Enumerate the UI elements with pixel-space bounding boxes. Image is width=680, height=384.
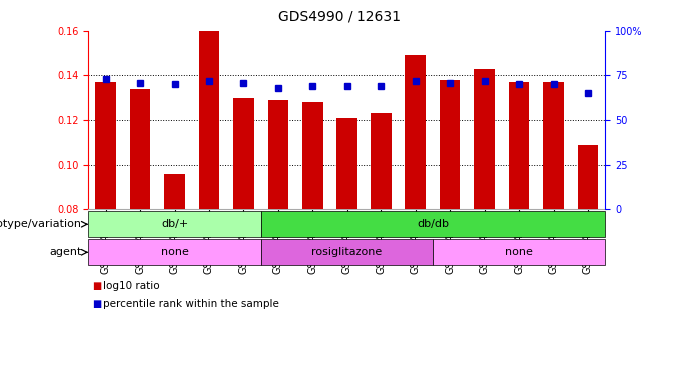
- Text: log10 ratio: log10 ratio: [103, 281, 160, 291]
- Bar: [474, 69, 495, 209]
- Bar: [440, 80, 460, 209]
- Bar: [543, 82, 564, 209]
- Bar: [199, 31, 220, 209]
- Text: none: none: [505, 247, 533, 257]
- Bar: [95, 82, 116, 209]
- Text: ■: ■: [92, 299, 101, 309]
- Text: none: none: [160, 247, 188, 257]
- Text: rosiglitazone: rosiglitazone: [311, 247, 382, 257]
- Text: db/+: db/+: [161, 219, 188, 229]
- Bar: [130, 89, 150, 209]
- Bar: [509, 82, 530, 209]
- Bar: [371, 113, 392, 209]
- Bar: [302, 102, 323, 209]
- Bar: [164, 174, 185, 209]
- Text: ■: ■: [92, 281, 101, 291]
- Text: GDS4990 / 12631: GDS4990 / 12631: [279, 10, 401, 23]
- Bar: [233, 98, 254, 209]
- Text: genotype/variation: genotype/variation: [0, 219, 82, 229]
- Text: agent: agent: [49, 247, 82, 257]
- Bar: [405, 55, 426, 209]
- Text: percentile rank within the sample: percentile rank within the sample: [103, 299, 279, 309]
- Text: db/db: db/db: [417, 219, 449, 229]
- Bar: [267, 100, 288, 209]
- Bar: [337, 118, 357, 209]
- Bar: [577, 144, 598, 209]
